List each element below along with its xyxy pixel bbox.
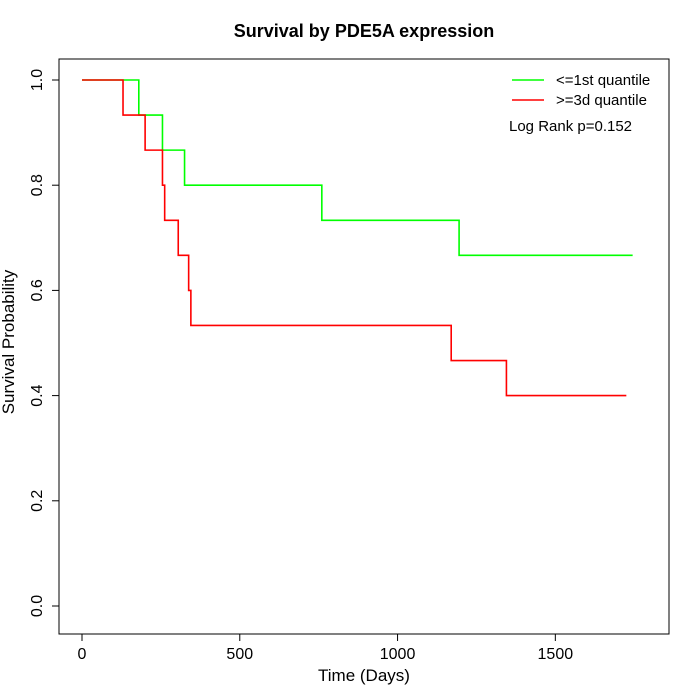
log-rank-annotation: Log Rank p=0.152 — [509, 118, 632, 135]
legend: <=1st quantile >=3d quantile — [512, 72, 650, 109]
y-tick-label: 0.0 — [29, 595, 46, 617]
y-tick-label: 1.0 — [29, 69, 46, 91]
legend-label-1: <=1st quantile — [556, 72, 650, 89]
x-tick-label: 1000 — [380, 646, 416, 663]
y-tick-label: 0.2 — [29, 490, 46, 512]
plot-frame — [58, 58, 670, 635]
y-axis-title: Survival Probability — [0, 269, 18, 414]
x-axis: 0 500 1000 1500 — [78, 633, 574, 663]
x-tick-label: 0 — [78, 646, 87, 663]
series-line-2 — [82, 79, 627, 397]
x-tick-label: 1500 — [538, 646, 574, 663]
y-axis: 0.0 0.2 0.4 0.6 0.8 1.0 — [29, 69, 60, 617]
series-line-1 — [82, 79, 633, 257]
y-tick-label: 0.8 — [29, 174, 46, 196]
series-layer — [82, 79, 633, 397]
chart-title: Survival by PDE5A expression — [234, 21, 494, 41]
x-axis-title: Time (Days) — [318, 666, 410, 685]
x-tick-label: 500 — [226, 646, 253, 663]
y-tick-label: 0.6 — [29, 279, 46, 301]
legend-label-2: >=3d quantile — [556, 92, 647, 109]
y-tick-label: 0.4 — [29, 384, 46, 406]
